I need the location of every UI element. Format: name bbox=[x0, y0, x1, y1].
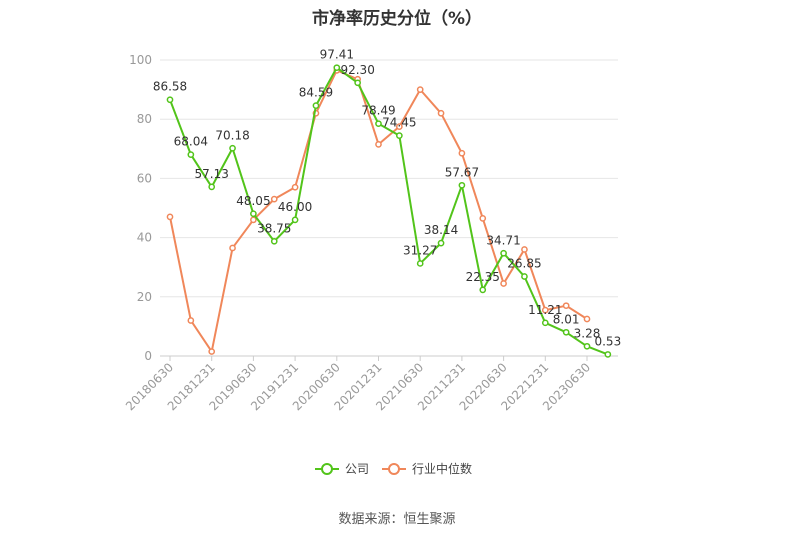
company-data-point bbox=[458, 181, 466, 189]
data-source-note: 数据来源：恒生聚源 bbox=[338, 512, 456, 527]
company-data-point bbox=[333, 64, 341, 72]
industry-data-point bbox=[208, 348, 216, 355]
data-label: 26.85 bbox=[507, 257, 541, 271]
data-label: 57.67 bbox=[445, 165, 479, 179]
company-data-point bbox=[375, 120, 382, 128]
industry-data-point bbox=[270, 195, 278, 203]
company-data-point bbox=[166, 96, 174, 104]
company-data-point bbox=[416, 260, 424, 267]
company-data-point bbox=[291, 216, 299, 224]
industry-data-point bbox=[521, 246, 528, 253]
data-label: 31.27 bbox=[403, 243, 437, 257]
company-data-point bbox=[479, 286, 487, 294]
industry-data-point bbox=[250, 216, 257, 224]
data-label: 34.71 bbox=[486, 233, 520, 247]
data-label: 8.01 bbox=[553, 312, 580, 326]
company-data-point bbox=[187, 151, 195, 158]
legend-industry-label[interactable]: 行业中位数 bbox=[412, 461, 472, 476]
company-data-point bbox=[437, 239, 445, 247]
data-label: 57.13 bbox=[195, 167, 229, 181]
data-label: 38.75 bbox=[257, 221, 291, 235]
industry-data-point bbox=[541, 306, 549, 314]
data-label: 97.41 bbox=[320, 48, 354, 62]
company-data-point bbox=[500, 249, 507, 257]
industry-data-point bbox=[437, 109, 445, 117]
data-label: 78.49 bbox=[361, 104, 395, 118]
legend-company-marker[interactable] bbox=[321, 463, 333, 475]
industry-data-point bbox=[458, 149, 466, 157]
company-data-point bbox=[604, 351, 612, 358]
data-label: 70.18 bbox=[215, 128, 249, 142]
data-label: 0.53 bbox=[594, 334, 621, 348]
y-tick-label: 0 bbox=[144, 349, 152, 363]
company-data-point bbox=[270, 237, 278, 245]
data-label: 46.00 bbox=[278, 200, 312, 214]
company-data-point bbox=[541, 319, 549, 327]
data-label: 22.35 bbox=[466, 270, 500, 284]
data-label: 11.21 bbox=[528, 303, 562, 317]
industry-data-point bbox=[291, 183, 299, 191]
industry-data-point bbox=[375, 141, 382, 148]
industry-data-point bbox=[166, 213, 174, 221]
legend-company-label[interactable]: 公司 bbox=[345, 462, 369, 476]
company-data-point bbox=[562, 328, 570, 336]
company-data-point bbox=[396, 132, 403, 139]
y-tick-label: 60 bbox=[137, 171, 152, 185]
data-label: 84.59 bbox=[299, 86, 333, 100]
data-label: 92.30 bbox=[340, 63, 374, 77]
company-data-point bbox=[354, 79, 361, 87]
chart-title: 市净率历史分位（%） bbox=[311, 9, 483, 29]
data-label: 68.04 bbox=[174, 135, 208, 149]
data-label: 48.05 bbox=[236, 194, 270, 208]
data-label: 38.14 bbox=[424, 223, 458, 237]
industry-data-point bbox=[500, 280, 507, 287]
company-series-line bbox=[169, 66, 609, 356]
y-tick-label: 100 bbox=[129, 53, 152, 67]
data-label: 3.28 bbox=[574, 326, 601, 340]
y-tick-label: 40 bbox=[137, 231, 152, 245]
data-label: 74.45 bbox=[382, 116, 416, 130]
legend-industry-marker[interactable] bbox=[388, 463, 400, 475]
industry-data-point bbox=[562, 302, 570, 310]
industry-data-point bbox=[396, 123, 403, 130]
industry-data-point bbox=[229, 244, 236, 252]
company-data-point bbox=[250, 210, 257, 218]
company-data-point bbox=[312, 102, 320, 109]
company-data-point bbox=[208, 183, 216, 191]
y-tick-label: 20 bbox=[137, 290, 152, 304]
y-tick-label: 80 bbox=[137, 112, 152, 126]
industry-data-point bbox=[583, 315, 591, 323]
company-data-point bbox=[521, 273, 528, 280]
industry-data-point bbox=[479, 215, 487, 222]
data-label: 86.58 bbox=[153, 80, 187, 94]
company-data-point bbox=[229, 144, 236, 152]
company-data-point bbox=[583, 342, 591, 350]
industry-data-point bbox=[187, 317, 195, 324]
industry-data-point bbox=[416, 86, 424, 93]
